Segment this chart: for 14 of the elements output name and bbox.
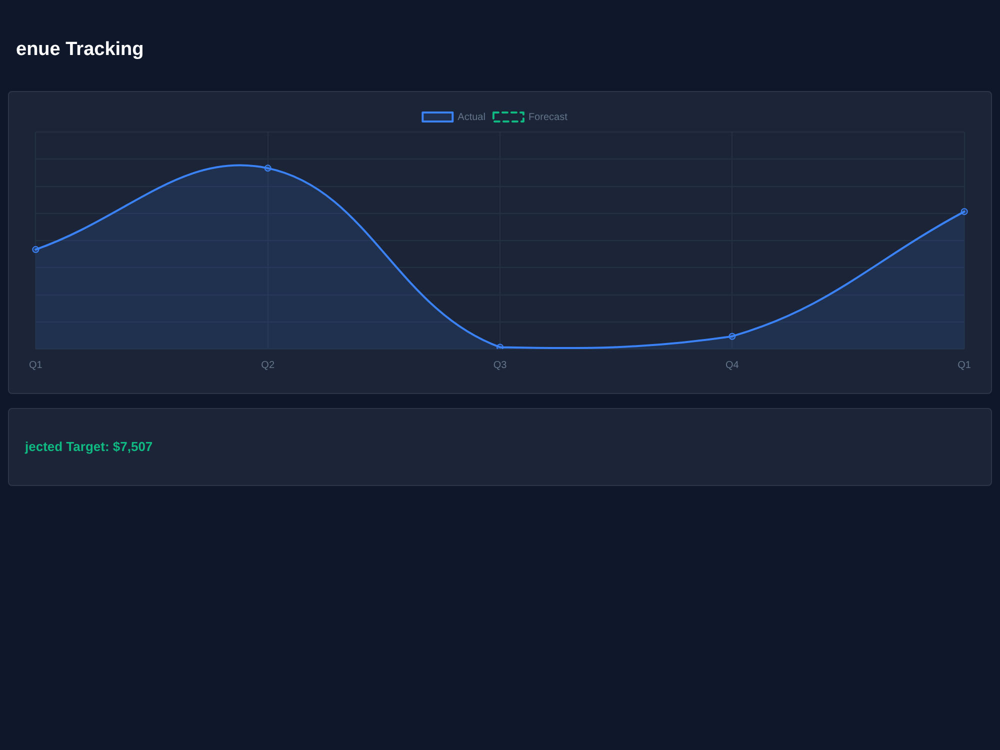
x-tick-label: Q4 [725, 360, 740, 371]
legend-label: Forecast [528, 112, 568, 123]
point [960, 208, 968, 216]
point [728, 332, 736, 340]
x-tick-label: Q2 [261, 360, 275, 371]
x-tick-label: Q3 [493, 360, 508, 371]
point [496, 344, 504, 349]
x-tick-label: Q1 [29, 360, 43, 371]
chart-title: enue Tracking [16, 38, 144, 62]
point [264, 164, 272, 172]
text: jected Target: $7,507 [25, 439, 153, 454]
x-tick-label: Q1 [958, 360, 972, 371]
point [32, 246, 40, 254]
legend-label: Actual [458, 112, 486, 123]
